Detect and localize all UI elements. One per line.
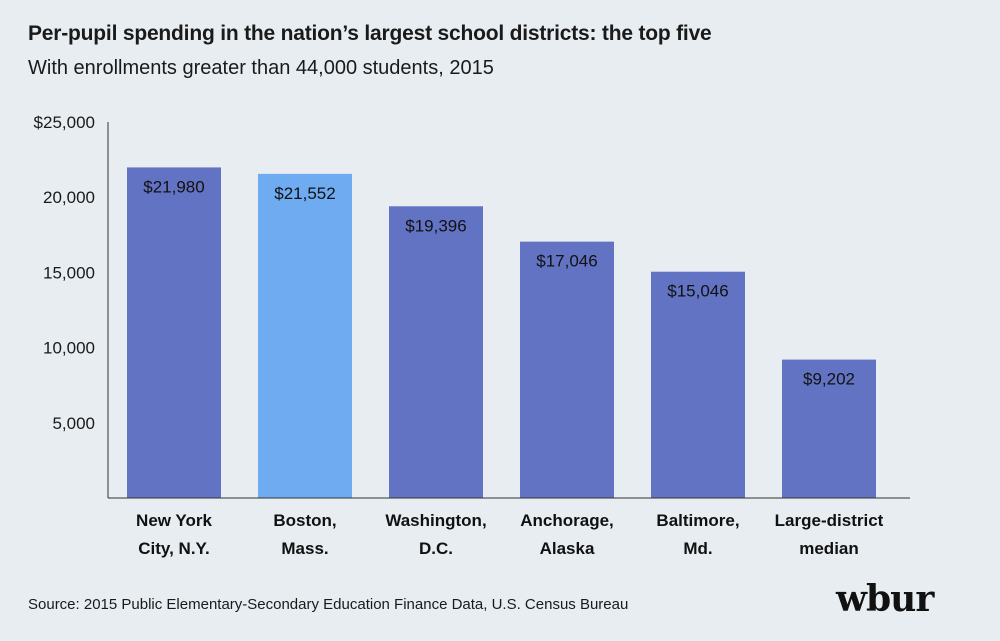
bar-value-label: $17,046 (536, 252, 597, 271)
bar-value-label: $9,202 (803, 370, 855, 389)
x-tick-label: Md. (683, 539, 712, 558)
bar-value-label: $15,046 (667, 282, 728, 301)
x-tick-label: Washington, (385, 511, 486, 530)
y-tick-label: $25,000 (34, 113, 95, 132)
x-tick-label: Large-district (775, 511, 884, 530)
y-tick-label: 20,000 (43, 188, 95, 207)
x-tick-label: Anchorage, (520, 511, 614, 530)
y-tick-label: 5,000 (52, 414, 95, 433)
wbur-logo: wbur (836, 578, 934, 620)
bar (389, 206, 483, 498)
x-tick-label: New York (136, 511, 212, 530)
source-note: Source: 2015 Public Elementary-Secondary… (28, 596, 629, 613)
y-axis-ticks: 5,000 10,000 15,000 20,000 $25,000 (34, 113, 95, 433)
x-tick-label: Mass. (281, 539, 328, 558)
chart-subtitle: With enrollments greater than 44,000 stu… (28, 57, 494, 79)
bar-value-label: $21,552 (274, 184, 335, 203)
bars: $21,980 $21,552 $19,396 $17,046 $15,046 $9,20… (127, 167, 876, 499)
x-tick-label: D.C. (419, 539, 453, 558)
x-tick-label: City, N.Y. (138, 539, 209, 558)
bar (651, 271, 745, 498)
bar-value-label: $19,396 (405, 216, 466, 235)
x-tick-label: Alaska (540, 539, 595, 558)
bar (782, 359, 876, 498)
x-axis-labels: New York City, N.Y. Boston, Mass. Washington… (136, 511, 884, 558)
x-tick-label: median (799, 539, 859, 558)
axes (107, 122, 910, 499)
y-tick-label: 10,000 (43, 339, 95, 358)
bar (127, 167, 221, 498)
chart-title: Per-pupil spending in the nation’s large… (28, 22, 712, 45)
x-tick-label: Baltimore, (656, 511, 739, 530)
bar (258, 173, 352, 499)
bar (520, 241, 614, 498)
y-tick-label: 15,000 (43, 263, 95, 282)
bar-value-label: $21,980 (143, 177, 204, 196)
x-tick-label: Boston, (273, 511, 336, 530)
